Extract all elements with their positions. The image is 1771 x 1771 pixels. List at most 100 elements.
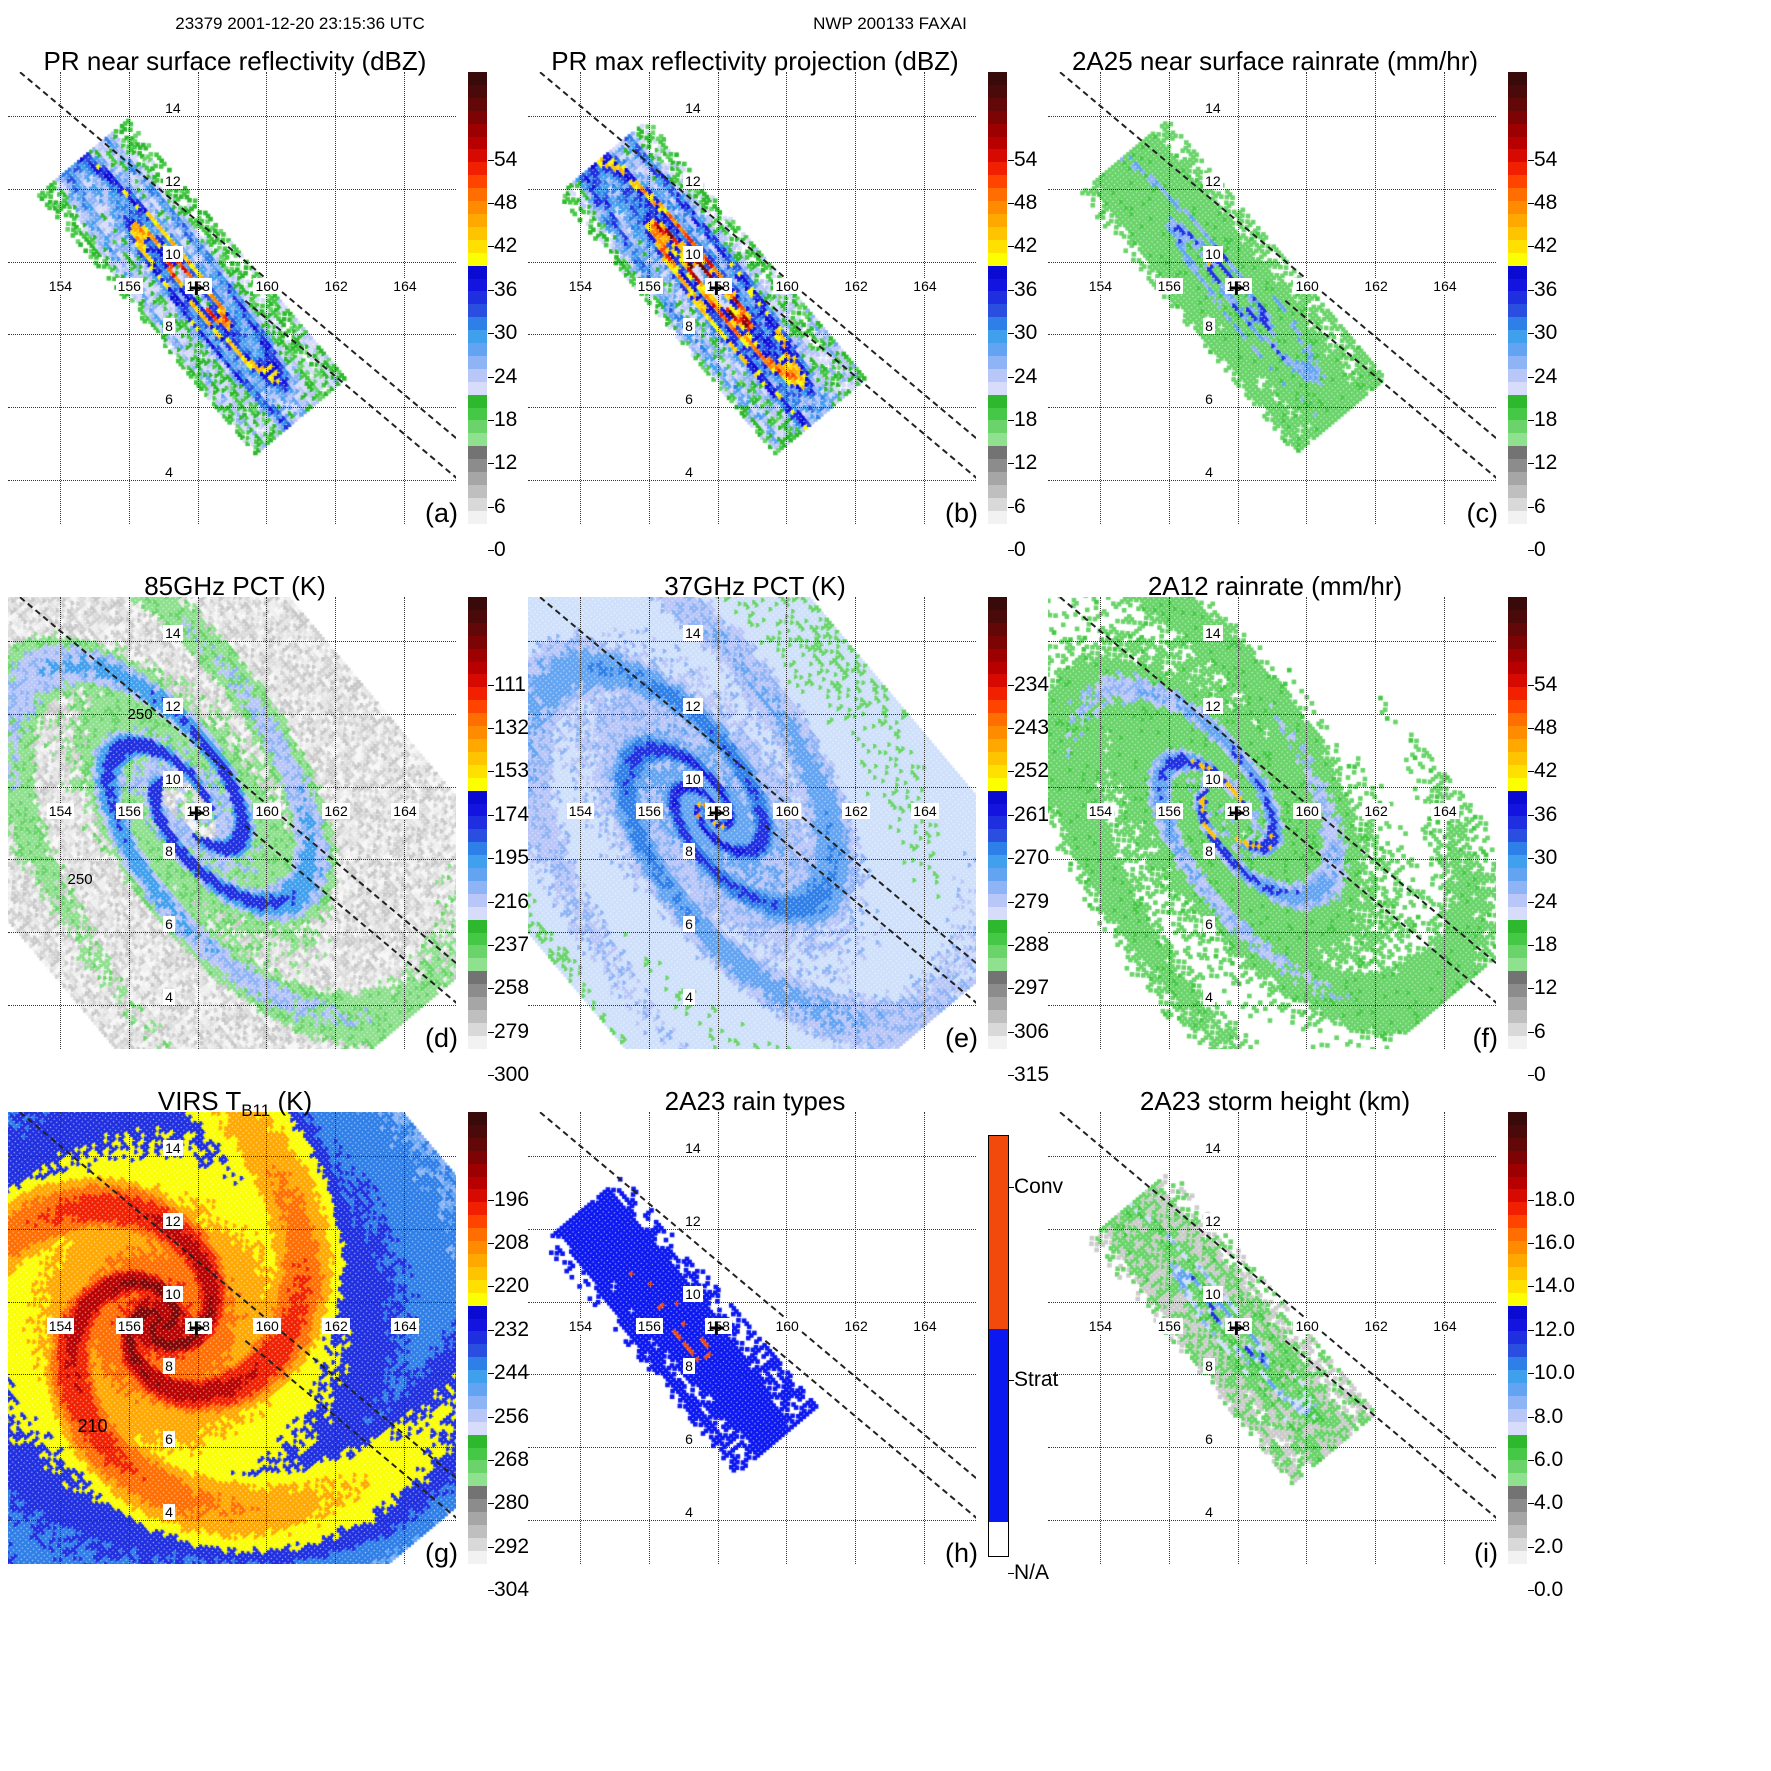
axis-label-longitude: 164 (1431, 1317, 1459, 1334)
map-area-e[interactable]: 14 12 10 8 6 4 154 156 158 160 162 164 + (528, 597, 976, 1049)
colorbar-segment (1508, 472, 1527, 485)
gridline-longitude (924, 597, 926, 1049)
colorbar-segment (1508, 1421, 1527, 1435)
panel-title-h: 2A23 rain types (664, 1086, 846, 1116)
gridline-longitude (197, 72, 199, 524)
colorbar-tick-label: 132 (488, 716, 529, 740)
axis-label-longitude: 162 (842, 802, 870, 819)
gridline-longitude (1099, 1112, 1101, 1564)
colorbar-segment (468, 1266, 487, 1280)
colorbar-tick-label: 261 (1008, 803, 1049, 827)
colorbar-segment (468, 687, 487, 701)
gridline-longitude (786, 597, 788, 1049)
map-area-b[interactable]: 14 12 10 8 6 4 154 156 158 160 162 164 + (528, 72, 976, 524)
axis-label-latitude: 6 (163, 916, 175, 933)
colorbar-segment (468, 149, 487, 163)
data-swath-d (8, 597, 456, 1049)
gridline-latitude (1048, 859, 1496, 861)
colorbar-segment (988, 713, 1007, 727)
colorbar-segment (989, 1136, 1008, 1330)
gridline-latitude (8, 713, 456, 715)
colorbar-segment (1508, 661, 1527, 675)
axis-label-longitude: 164 (391, 802, 419, 819)
storm-center-marker: + (1228, 1312, 1245, 1343)
gridline-longitude (128, 72, 130, 524)
gridline-latitude (8, 1447, 456, 1449)
colorbar-tick-label: 30 (1008, 321, 1037, 345)
colorbar-tick-mark (1528, 728, 1534, 730)
gridline-longitude (197, 1112, 199, 1564)
colorbar-tick-label: 315 (1008, 1063, 1049, 1087)
colorbar-tick-mark (488, 1075, 494, 1077)
colorbar-tick-label: 300 (488, 1063, 529, 1087)
colorbar-segment (988, 97, 1007, 111)
map-area-d[interactable]: 14 12 10 8 6 4 154 156 158 160 162 164 +250 250 (8, 597, 456, 1049)
axis-label-latitude: 8 (163, 318, 175, 335)
storm-center-marker: + (188, 272, 205, 303)
map-area-c[interactable]: 14 12 10 8 6 4 154 156 158 160 162 164 + (1048, 72, 1496, 524)
colorbar-tick-label: 30 (488, 321, 517, 345)
gridline-latitude (528, 407, 976, 409)
colorbar-segment (988, 984, 1007, 998)
axis-label-longitude: 162 (842, 1317, 870, 1334)
axis-label-longitude: 162 (322, 802, 350, 819)
panel-title-g: VIRS TB11 (K) (0, 1086, 470, 1121)
axis-label-latitude: 10 (1203, 770, 1223, 787)
gridline-latitude (1048, 188, 1496, 190)
gridline-longitude (924, 1112, 926, 1564)
colorbar-segment (988, 459, 1007, 473)
colorbar-tick-label: 54 (1528, 673, 1557, 697)
map-area-h[interactable]: 14 12 10 8 6 4 154 156 158 160 162 164 + (528, 1112, 976, 1564)
colorbar-ticks-c: 54 48 42 36 30 24 18 12 6 0 (1528, 72, 1588, 561)
axis-label-latitude: 10 (683, 770, 703, 787)
gridline-latitude (528, 640, 976, 642)
colorbar-segment (988, 84, 1007, 98)
colorbar-segment (1508, 175, 1527, 189)
colorbar-segment (988, 764, 1007, 778)
colorbar-segment (1508, 1124, 1527, 1138)
gridline-longitude (924, 72, 926, 524)
colorbar-segment (988, 622, 1007, 636)
gridline-longitude (404, 597, 406, 1049)
gridline-longitude (648, 72, 650, 524)
colorbar-tick-mark (488, 1590, 494, 1592)
colorbar-segment (468, 1215, 487, 1229)
panel-title-a: PR near surface reflectivity (dBZ) (43, 46, 427, 76)
axis-label-longitude: 156 (1155, 1317, 1183, 1334)
axis-label-longitude: 162 (1362, 802, 1390, 819)
gridline-latitude (528, 1005, 976, 1007)
map-area-i[interactable]: 14 12 10 8 6 4 154 156 158 160 162 164 + (1048, 1112, 1496, 1564)
axis-label-latitude: 4 (163, 989, 175, 1006)
map-area-g[interactable]: 14 12 10 8 6 4 154 156 158 160 162 164 +210 (8, 1112, 456, 1564)
colorbar-tick-label: Strat (1008, 1368, 1058, 1392)
colorbar-segment (468, 1176, 487, 1190)
axis-label-longitude: 156 (635, 802, 663, 819)
colorbar-segment (468, 622, 487, 636)
colorbar-tick-mark (488, 728, 494, 730)
header-storm-id: NWP 200133 FAXAI (813, 14, 967, 33)
colorbar-tick-mark (1528, 1373, 1534, 1375)
axis-label-latitude: 12 (1203, 697, 1223, 714)
axis-label-latitude: 6 (1203, 916, 1215, 933)
colorbar-segment (1508, 497, 1527, 511)
colorbar-segment (988, 674, 1007, 688)
axis-label-latitude: 12 (683, 172, 703, 189)
gridline-latitude (8, 932, 456, 934)
gridline-longitude (266, 72, 268, 524)
colorbar-tick-label: 292 (488, 1535, 529, 1559)
colorbar-segment (1508, 893, 1527, 907)
colorbar-tick-label: 24 (1528, 890, 1557, 914)
colorbar-tick-mark (1528, 1329, 1534, 1331)
panel-b: PR max reflectivity projection (dBZ) 14 12… (520, 20, 1040, 561)
axis-label-longitude: 154 (566, 1317, 595, 1334)
map-area-f[interactable]: 14 12 10 8 6 4 154 156 158 160 162 164 + (1048, 597, 1496, 1049)
axis-label-longitude: 164 (391, 277, 419, 294)
colorbar-tick-label: 304 (488, 1578, 529, 1602)
gridline-latitude (1048, 261, 1496, 263)
colorbar-tick-mark (1528, 814, 1534, 816)
colorbar-tick-label: 48 (1528, 716, 1557, 740)
panel-h: 2A23 rain types 14 12 10 8 6 4 154 156 158 160 162 1… (520, 1060, 1063, 1585)
gridline-latitude (528, 1374, 976, 1376)
storm-center-marker: + (708, 1312, 725, 1343)
map-area-a[interactable]: 14 12 10 8 6 4 154 156 158 160 162 164 + (8, 72, 456, 524)
